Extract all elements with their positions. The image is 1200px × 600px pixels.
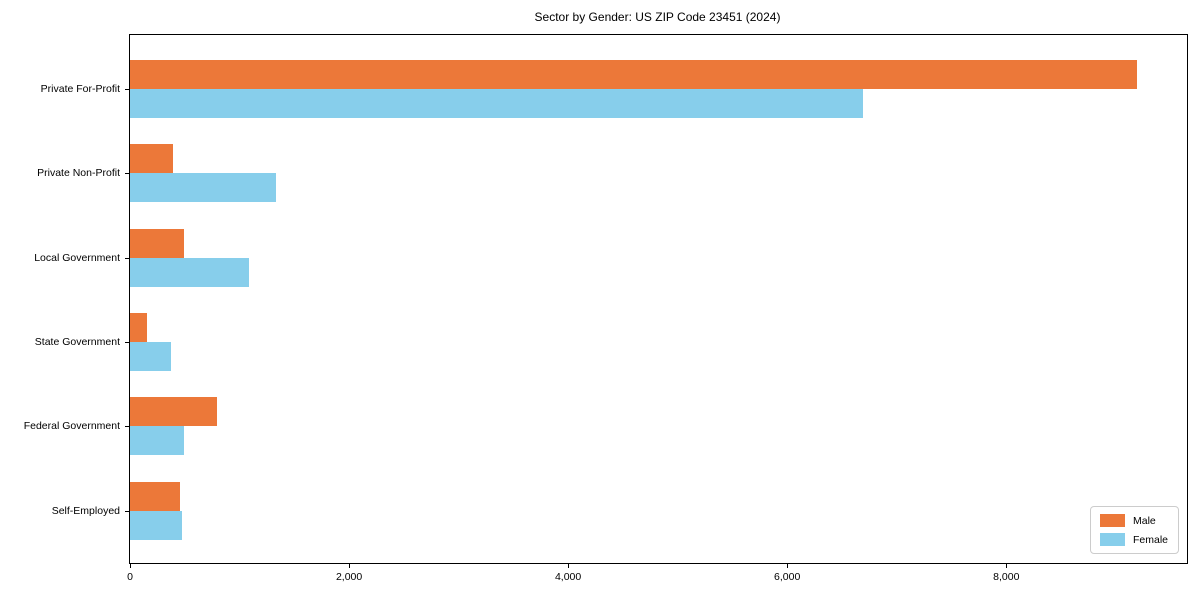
legend-swatch-male	[1099, 514, 1125, 527]
x-tick	[130, 563, 131, 568]
y-tick	[125, 89, 130, 90]
x-tick-label: 0	[127, 571, 133, 583]
legend-item-male: Male	[1099, 514, 1168, 527]
legend-item-female: Female	[1099, 533, 1168, 546]
x-tick-label: 2,000	[335, 571, 363, 583]
plot-area: Private For-Profit Private Non-Profit Loca…	[24, 34, 1188, 583]
bar-male-4	[130, 397, 218, 427]
x-tick-label: 8,000	[993, 571, 1020, 583]
y-tick	[125, 510, 130, 512]
bar-female-4	[130, 426, 185, 456]
x-tick-label: 4,000	[554, 571, 582, 583]
y-axis-label: State Government	[34, 335, 120, 348]
y-tick	[125, 173, 130, 175]
bar-female-5	[130, 510, 182, 540]
x-tick	[568, 563, 570, 568]
y-tick	[125, 341, 130, 343]
x-tick	[349, 563, 351, 568]
x-tick	[1006, 563, 1008, 568]
bar-female-2	[130, 257, 250, 287]
bar-male-2	[130, 228, 184, 258]
y-tick	[125, 257, 130, 259]
bar-male-3	[130, 312, 147, 342]
y-axis-label: Self-Employed	[51, 504, 120, 517]
bar-female-0	[130, 89, 863, 118]
x-tick	[787, 563, 789, 568]
legend-label-female: Female	[1132, 533, 1168, 546]
y-axis-label: Federal Government	[23, 420, 120, 433]
bar-male-1	[130, 144, 173, 174]
y-tick	[125, 426, 130, 428]
bar-male-5	[130, 481, 180, 511]
y-axis-label: Private For-Profit	[40, 83, 120, 95]
bar-male-0	[130, 60, 1137, 89]
legend: Male Female	[1089, 506, 1179, 554]
legend-label-male: Male	[1132, 514, 1156, 527]
bar-female-1	[130, 173, 276, 203]
y-axis-label: Local Government	[34, 251, 120, 264]
legend-swatch-female	[1099, 533, 1125, 546]
x-tick-label: 6,000	[774, 571, 801, 583]
chart-title: Sector by Gender: US ZIP Code 23451 (202…	[534, 10, 781, 24]
y-axis-label: Private Non-Profit	[37, 167, 120, 180]
bar-female-3	[130, 341, 172, 371]
